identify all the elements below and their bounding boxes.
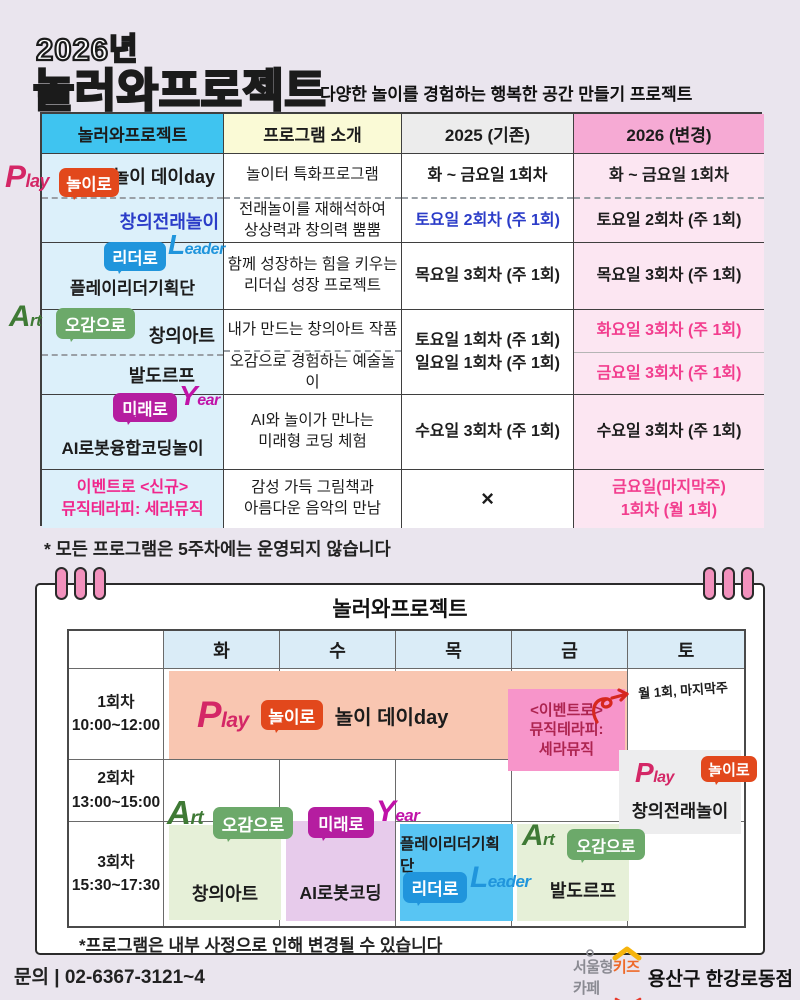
timetable-cell	[396, 760, 512, 822]
table-row: 화 ~ 금요일 1회차 토요일 2회차 (주 1회)	[574, 154, 764, 243]
program-name: 창의아트	[42, 310, 223, 356]
year-logo: Year	[376, 795, 420, 828]
schedule-2025: 화 ~ 금요일 1회차	[402, 154, 573, 199]
time-label-session3: 3회차 15:30~17:30	[69, 822, 164, 926]
time-label-session1: 1회차 10:00~12:00	[69, 669, 164, 760]
program-intro: AI와 놀이가 만나는 미래형 코딩 체험	[224, 395, 402, 470]
timetable-title: 놀러와프로젝트	[332, 598, 468, 621]
art-logo: Art	[9, 300, 42, 333]
badge-nolliro: 놀이로	[701, 756, 757, 785]
program-intro: 내가 만드는 창의아트 작품	[224, 310, 401, 353]
time-label-session2: 2회차 13:00~15:00	[69, 760, 164, 822]
schedule-2026: 금요일(마지막주) 1회차 (월 1회)	[574, 470, 764, 528]
table-footnote: * 모든 프로그램은 5주차에는 운영되지 않습니다	[44, 539, 391, 559]
schedule-2025: ×	[402, 470, 574, 528]
schedule-card: 놀러와프로젝트 화 수 목 금 토 1회차 10:00~12:00 2회차 13…	[35, 567, 765, 955]
table-row: 내가 만드는 창의아트 작품 오감으로 경험하는 예술놀이	[224, 310, 402, 395]
program-name: 이벤트로 <신규> 뮤직테라피: 세라뮤직	[42, 470, 224, 528]
schedule-2025: 토요일 1회차 (주 1회) 일요일 1회차 (주 1회)	[402, 310, 574, 395]
block-creative-art: 창의아트	[169, 825, 281, 920]
leader-logo: Leader	[168, 229, 225, 260]
badge-nolliro: 놀이로	[59, 168, 119, 200]
program-name: 창의전래놀이	[119, 211, 219, 232]
badge-ogameuro: 오감으로	[56, 308, 135, 342]
timetable: 화 수 목 금 토 1회차 10:00~12:00 2회차 13:00~15:0…	[67, 629, 757, 928]
badge-nolliro: 놀이로	[260, 700, 323, 733]
art-logo: Art	[167, 795, 204, 832]
binder-ring-icon	[722, 567, 735, 600]
logo-roof-icon	[586, 946, 642, 961]
block-badge-row: Play	[619, 750, 741, 788]
badge-miraero: 미래로	[308, 807, 374, 841]
badge-rideoro: 리더로	[104, 242, 166, 274]
badge-ogameuro: 오감으로	[213, 807, 293, 842]
event-arrow-icon	[592, 688, 629, 724]
column-header-intro: 프로그램 소개	[224, 114, 402, 154]
kidscafe-logo-text: 서울형키즈카페	[573, 946, 642, 1000]
binder-ring-icon	[703, 567, 716, 600]
contact-info: 문의 | 02-6367-3121~4	[14, 967, 205, 988]
program-name: 놀이 데이day	[42, 154, 223, 199]
schedule-2025: 목요일 3회차 (주 1회)	[402, 243, 574, 310]
binder-ring-icon	[55, 567, 68, 600]
day-header-thu: 목	[396, 631, 512, 669]
play-logo: Play	[635, 757, 674, 788]
table-row: 화요일 3회차 (주 1회) 금요일 3회차 (주 1회)	[574, 310, 764, 395]
play-logo: Play	[197, 693, 249, 735]
table-row: 화 ~ 금요일 1회차 토요일 2회차 (주 1회)	[402, 154, 574, 243]
binder-ring-icon	[741, 567, 754, 600]
badge-rideoro: 리더로	[403, 872, 467, 906]
schedule-2026: 토요일 2회차 (주 1회)	[596, 211, 742, 229]
kidscafe-logo: 서울형키즈카페 용산구 한강로동점	[573, 946, 793, 1000]
block-event-music-therapy: <이벤트로> 뮤직테라피: 세라뮤직	[508, 689, 625, 771]
table-row: 놀이터 특화프로그램 전래놀이를 재해석하여 상상력과 창의력 뿜뿜	[224, 154, 402, 243]
page-title: 놀러와프로젝트	[32, 64, 327, 118]
day-header-tue: 화	[164, 631, 280, 669]
block-traditional-play: Play 놀이로 창의전래놀이	[619, 750, 757, 834]
art-logo: Art	[522, 819, 555, 852]
program-name: 발도르프	[128, 366, 195, 386]
block-label: 놀이 데이day	[334, 706, 449, 729]
binder-ring-icon	[93, 567, 106, 600]
leader-logo: Leader	[470, 861, 531, 894]
schedule-2026: 화요일 3회차 (주 1회)	[574, 310, 764, 353]
timetable-footnote: *프로그램은 내부 사정으로 인해 변경될 수 있습니다	[79, 936, 443, 955]
schedule-2026: 화 ~ 금요일 1회차	[574, 154, 764, 199]
year-title: 2026년	[35, 31, 139, 68]
schedule-2026: 목요일 3회차 (주 1회)	[574, 243, 764, 310]
schedule-2026: 수요일 3회차 (주 1회)	[574, 395, 764, 470]
year-logo: Year	[179, 380, 220, 411]
column-header-2025: 2025 (기존)	[402, 114, 574, 154]
timetable-cell	[280, 822, 396, 926]
branch-name: 용산구 한강로동점	[647, 968, 793, 990]
block-label: 창의전래놀이	[631, 801, 729, 821]
comparison-table: 놀러와프로젝트 프로그램 소개 2025 (기존) 2026 (변경) 놀이 데…	[40, 112, 764, 528]
schedule-2025: 토요일 2회차 (주 1회)	[415, 211, 560, 229]
timetable-cell	[628, 822, 744, 926]
timetable-corner-cell	[69, 631, 164, 669]
column-header-project: 놀러와프로젝트	[42, 114, 224, 154]
binder-ring-icon	[74, 567, 87, 600]
page-subtitle: 다양한 놀이를 경험하는 행복한 공간 만들기 프로젝트	[320, 85, 693, 104]
badge-miraero: 미래로	[113, 393, 177, 425]
program-intro: 놀이터 특화프로그램	[224, 154, 401, 199]
program-intro: 오감으로 경험하는 예술놀이	[229, 353, 396, 392]
day-header-fri: 금	[512, 631, 628, 669]
day-header-sat: 토	[628, 631, 744, 669]
program-intro: 함께 성장하는 힘을 키우는 리더십 성장 프로젝트	[224, 243, 402, 310]
program-intro: 감성 가득 그림책과 아름다운 음악의 만남	[224, 470, 402, 528]
column-header-2026: 2026 (변경)	[574, 114, 764, 154]
schedule-2025: 수요일 3회차 (주 1회)	[402, 395, 574, 470]
play-logo: Play	[5, 158, 50, 194]
schedule-2026: 금요일 3회차 (주 1회)	[596, 364, 742, 382]
badge-ogameuro: 오감으로	[567, 829, 645, 863]
day-header-wed: 수	[280, 631, 396, 669]
program-intro: 전래놀이를 재해석하여 상상력과 창의력 뿜뿜	[239, 200, 386, 239]
